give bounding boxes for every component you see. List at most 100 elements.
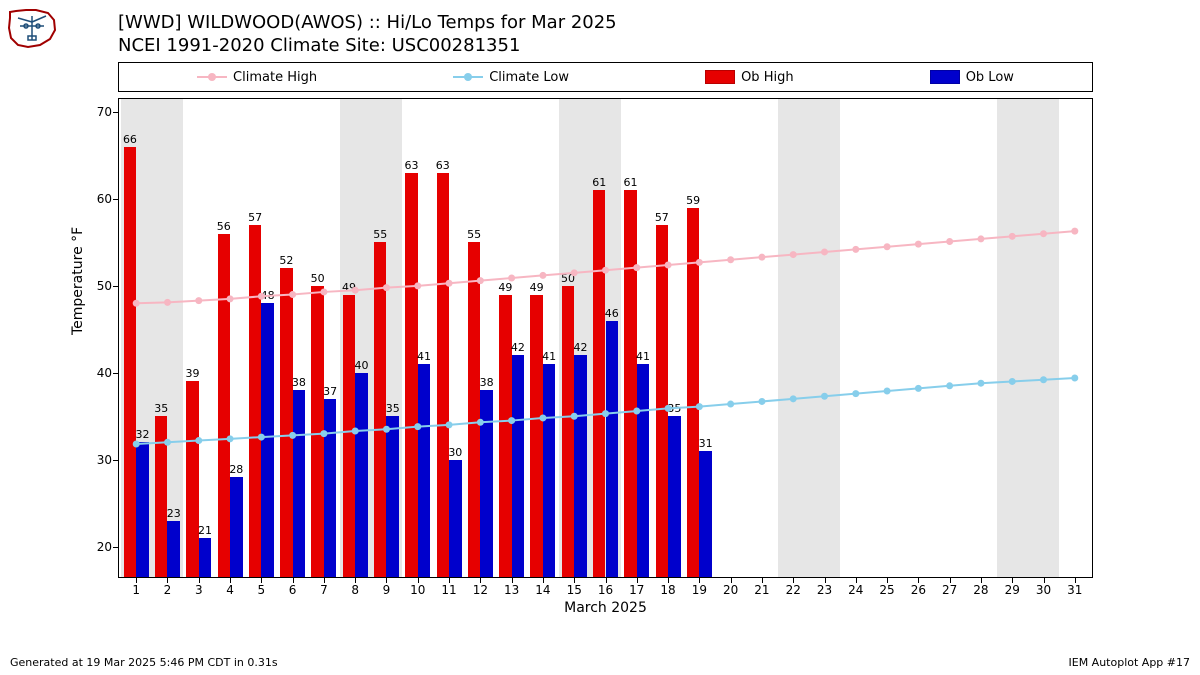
- climate-high-marker: [821, 248, 828, 255]
- x-tick: [918, 577, 919, 583]
- climate-low-marker: [352, 427, 359, 434]
- x-tick-label: 12: [473, 583, 488, 597]
- x-tick-label: 18: [660, 583, 675, 597]
- climate-high-marker: [852, 246, 859, 253]
- climate-low-marker: [821, 393, 828, 400]
- x-tick: [699, 577, 700, 583]
- x-tick: [449, 577, 450, 583]
- climate-high-marker: [758, 254, 765, 261]
- x-tick-label: 9: [383, 583, 391, 597]
- x-tick: [167, 577, 168, 583]
- legend-item: Ob Low: [930, 70, 1014, 85]
- climate-low-marker: [977, 380, 984, 387]
- x-tick: [261, 577, 262, 583]
- x-tick-label: 11: [441, 583, 456, 597]
- x-tick-label: 27: [942, 583, 957, 597]
- x-tick: [731, 577, 732, 583]
- climate-high-marker: [320, 288, 327, 295]
- x-tick-label: 8: [351, 583, 359, 597]
- y-tick-label: 50: [97, 279, 112, 293]
- footer-generated: Generated at 19 Mar 2025 5:46 PM CDT in …: [10, 656, 278, 669]
- x-tick-label: 29: [1005, 583, 1020, 597]
- climate-low-marker: [758, 398, 765, 405]
- climate-high-marker: [258, 293, 265, 300]
- x-tick-label: 7: [320, 583, 328, 597]
- x-tick: [230, 577, 231, 583]
- legend-label: Climate High: [233, 70, 317, 85]
- chart-area: Climate High Climate Low Ob High Ob Low 203…: [118, 62, 1093, 578]
- x-tick: [668, 577, 669, 583]
- x-tick-label: 13: [504, 583, 519, 597]
- climate-low-marker: [1071, 374, 1078, 381]
- climate-high-marker: [665, 261, 672, 268]
- y-tick-label: 60: [97, 192, 112, 206]
- climate-low-marker: [915, 385, 922, 392]
- y-tick-label: 40: [97, 366, 112, 380]
- x-tick: [418, 577, 419, 583]
- x-tick: [355, 577, 356, 583]
- climate-high-marker: [977, 235, 984, 242]
- x-tick: [793, 577, 794, 583]
- x-tick-label: 21: [754, 583, 769, 597]
- climate-high-marker: [1009, 233, 1016, 240]
- x-tick-label: 17: [629, 583, 644, 597]
- x-tick-label: 20: [723, 583, 738, 597]
- x-tick: [512, 577, 513, 583]
- x-tick: [606, 577, 607, 583]
- legend-item: Ob High: [705, 70, 794, 85]
- climate-high-marker: [602, 267, 609, 274]
- climate-low-marker: [320, 430, 327, 437]
- x-tick-label: 2: [164, 583, 172, 597]
- footer-app: IEM Autoplot App #17: [1069, 656, 1191, 669]
- climate-high-marker: [289, 291, 296, 298]
- plot-area: 2030405060701234567891011121314151617181…: [118, 98, 1093, 578]
- x-tick: [856, 577, 857, 583]
- climate-low-marker: [289, 432, 296, 439]
- climate-high-marker: [446, 280, 453, 287]
- y-tick-label: 30: [97, 453, 112, 467]
- legend-item: Climate Low: [453, 70, 569, 85]
- climate-high-marker: [195, 297, 202, 304]
- x-tick: [480, 577, 481, 583]
- legend: Climate High Climate Low Ob High Ob Low: [118, 62, 1093, 92]
- x-tick-label: 23: [817, 583, 832, 597]
- x-tick: [543, 577, 544, 583]
- x-tick-label: 16: [598, 583, 613, 597]
- climate-low-marker: [727, 401, 734, 408]
- x-tick: [199, 577, 200, 583]
- climate-high-marker: [477, 277, 484, 284]
- x-tick: [637, 577, 638, 583]
- x-tick: [386, 577, 387, 583]
- climate-low-marker: [414, 423, 421, 430]
- x-tick: [950, 577, 951, 583]
- climate-high-marker: [727, 256, 734, 263]
- x-tick-label: 6: [289, 583, 297, 597]
- climate-low-marker: [1040, 376, 1047, 383]
- x-tick: [1075, 577, 1076, 583]
- climate-high-marker: [696, 259, 703, 266]
- climate-low-marker: [852, 390, 859, 397]
- x-tick-label: 15: [567, 583, 582, 597]
- x-tick-label: 10: [410, 583, 425, 597]
- y-tick-label: 20: [97, 540, 112, 554]
- climate-low-marker: [164, 439, 171, 446]
- x-tick-label: 19: [692, 583, 707, 597]
- title-line-2: NCEI 1991-2020 Climate Site: USC00281351: [118, 35, 617, 58]
- x-tick-label: 30: [1036, 583, 1051, 597]
- climate-low-marker: [696, 403, 703, 410]
- legend-label: Climate Low: [489, 70, 569, 85]
- x-tick-label: 14: [535, 583, 550, 597]
- climate-low-marker: [633, 408, 640, 415]
- climate-high-marker: [633, 264, 640, 271]
- x-tick: [887, 577, 888, 583]
- climate-high-marker: [1040, 230, 1047, 237]
- x-tick: [1012, 577, 1013, 583]
- climate-low-marker: [227, 435, 234, 442]
- legend-label: Ob Low: [966, 70, 1014, 85]
- climate-high-marker: [164, 299, 171, 306]
- x-tick: [136, 577, 137, 583]
- climate-low-marker: [195, 437, 202, 444]
- legend-label: Ob High: [741, 70, 794, 85]
- y-tick-label: 70: [97, 105, 112, 119]
- climate-high-marker: [133, 300, 140, 307]
